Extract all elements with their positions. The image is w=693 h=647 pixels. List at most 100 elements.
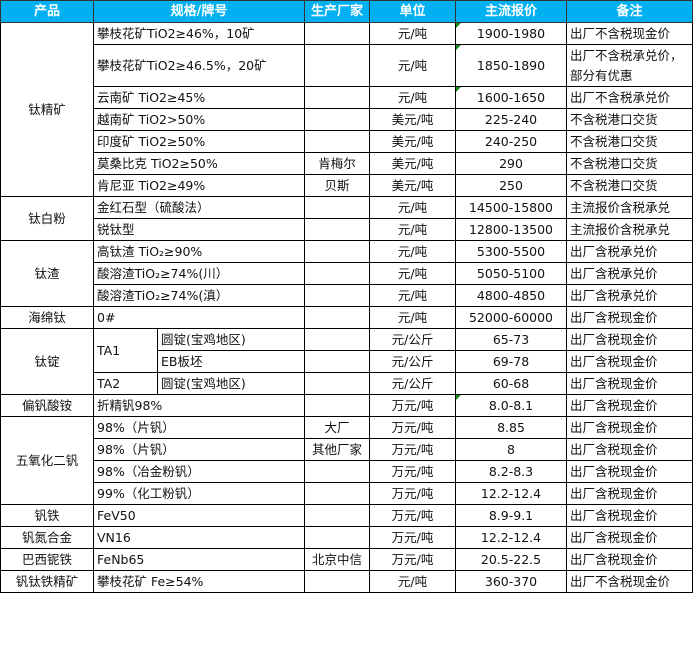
- note-cell: 出厂含税现金价: [566, 438, 693, 461]
- table-row: 钛渣 高钛渣 TiO₂≥90% 元/吨 5300-5500 出厂含税承兑价: [0, 240, 693, 307]
- note-cell: 出厂含税现金价: [566, 306, 693, 329]
- price-cell: 14500-15800: [455, 196, 567, 219]
- unit-cell: 美元/吨: [369, 108, 456, 131]
- note-cell: 不含税港口交货: [566, 108, 693, 131]
- note-cell: 出厂含税现金价: [566, 504, 693, 527]
- note-cell: 出厂含税现金价: [566, 482, 693, 505]
- table-row: 肯尼亚 TiO2≥49% 贝斯 美元/吨 250 不含税港口交货: [1, 174, 693, 197]
- unit-cell: 元/吨: [369, 262, 456, 285]
- table-row: 偏钒酸铵 折精钒98% 万元/吨 8.0-8.1 出厂含税现金价: [0, 394, 693, 417]
- note-cell: 主流报价含税承兑: [566, 196, 693, 219]
- maker-cell: [304, 526, 370, 549]
- table-row: 钒钛铁精矿 攀枝花矿 Fe≥54% 元/吨 360-370 出厂不含税现金价: [0, 570, 693, 593]
- price-cell: 5300-5500: [455, 240, 567, 263]
- price-cell: 12.2-12.4: [455, 482, 567, 505]
- header-price: 主流报价: [455, 0, 567, 23]
- maker-cell: 肯梅尔: [304, 152, 370, 175]
- unit-cell: 美元/吨: [369, 130, 456, 153]
- note-cell: 出厂含税现金价: [566, 460, 693, 483]
- spec-cell: 98%（片钒）: [93, 438, 305, 461]
- table-row: 98%（冶金粉钒） 万元/吨 8.2-8.3 出厂含税现金价: [1, 460, 693, 483]
- unit-cell: 美元/吨: [369, 174, 456, 197]
- maker-cell: 北京中信: [304, 548, 370, 571]
- price-cell: 1850-1890: [455, 44, 567, 87]
- price-cell: 5050-5100: [455, 262, 567, 285]
- table-row: 五氧化二钒 98%（片钒） 大厂 万元/吨 8.85 出厂含税现金价: [0, 416, 693, 505]
- product-cell: 钛锭: [0, 328, 94, 395]
- table-row: 99%（化工粉钒） 万元/吨 12.2-12.4 出厂含税现金价: [1, 482, 693, 505]
- table-row: 锐钛型 元/吨 12800-13500 主流报价含税承兑: [1, 218, 693, 241]
- note-cell: 主流报价含税承兑: [566, 218, 693, 241]
- note-cell: 出厂含税现金价: [566, 526, 693, 549]
- spec-cell: 锐钛型: [93, 218, 305, 241]
- price-cell: 290: [455, 152, 567, 175]
- maker-cell: [304, 240, 370, 263]
- spec-cell: 98%（冶金粉钒）: [93, 460, 305, 483]
- unit-cell: 万元/吨: [369, 394, 456, 417]
- price-cell: 20.5-22.5: [455, 548, 567, 571]
- unit-cell: 元/吨: [369, 218, 456, 241]
- unit-cell: 美元/吨: [369, 152, 456, 175]
- maker-cell: 其他厂家: [304, 438, 370, 461]
- product-cell: 钒钛铁精矿: [0, 570, 94, 593]
- table-body: 钛精矿 攀枝花矿TiO2≥46%，10矿 元/吨 1900-1980 出厂不含税现金价攀…: [0, 22, 693, 593]
- product-cell: 钛精矿: [0, 22, 94, 197]
- sub-spec-cell: 圆锭(宝鸡地区): [157, 328, 305, 351]
- unit-cell: 元/吨: [369, 306, 456, 329]
- price-cell: 52000-60000: [455, 306, 567, 329]
- header-maker: 生产厂家: [304, 0, 370, 23]
- unit-cell: 万元/吨: [369, 548, 456, 571]
- header-note: 备注: [566, 0, 693, 23]
- price-cell: 250: [455, 174, 567, 197]
- maker-cell: [304, 44, 370, 87]
- product-cell: 海绵钛: [0, 306, 94, 329]
- price-cell: 69-78: [455, 350, 567, 373]
- product-cell: 钒铁: [0, 504, 94, 527]
- price-cell: 8.2-8.3: [455, 460, 567, 483]
- price-cell: 8: [455, 438, 567, 461]
- unit-cell: 元/公斤: [369, 372, 456, 395]
- unit-cell: 元/吨: [369, 284, 456, 307]
- note-cell: 不含税港口交货: [566, 152, 693, 175]
- sub-spec-cell: EB板坯: [157, 350, 305, 373]
- table-row: 莫桑比克 TiO2≥50% 肯梅尔 美元/吨 290 不含税港口交货: [1, 152, 693, 175]
- unit-cell: 元/公斤: [369, 350, 456, 373]
- table-row: 钛锭 TA1 圆锭(宝鸡地区) 元/公斤 65-73 出厂含税现金价: [0, 328, 693, 395]
- spec-cell: 攀枝花矿TiO2≥46.5%，20矿: [93, 44, 305, 87]
- spec-cell: VN16: [93, 526, 305, 549]
- spec-cell: 0#: [93, 306, 305, 329]
- spec-cell: 98%（片钒）: [93, 416, 305, 439]
- maker-cell: [304, 460, 370, 483]
- table-row: 海绵钛 0# 元/吨 52000-60000 出厂含税现金价: [0, 306, 693, 329]
- unit-cell: 元/吨: [369, 240, 456, 263]
- table-row: 攀枝花矿TiO2≥46.5%，20矿 元/吨 1850-1890 出厂不含税承兑价，部…: [1, 44, 693, 87]
- spec-cell: 莫桑比克 TiO2≥50%: [93, 152, 305, 175]
- product-cell: 巴西铌铁: [0, 548, 94, 571]
- spec-cell: 印度矿 TiO2≥50%: [93, 130, 305, 153]
- note-cell: 出厂不含税承兑价: [566, 86, 693, 109]
- spec-cell: 攀枝花矿TiO2≥46%，10矿: [93, 22, 305, 45]
- table-row: 98%（片钒） 其他厂家 万元/吨 8 出厂含税现金价: [1, 438, 693, 461]
- note-cell: 出厂含税现金价: [566, 350, 693, 373]
- note-cell: 出厂含税承兑价: [566, 284, 693, 307]
- spec-cell: 折精钒98%: [93, 394, 305, 417]
- price-cell: 225-240: [455, 108, 567, 131]
- maker-cell: [304, 482, 370, 505]
- product-cell: 钛渣: [0, 240, 94, 307]
- sub-spec-cell: 圆锭(宝鸡地区): [157, 372, 305, 395]
- note-cell: 出厂含税现金价: [566, 328, 693, 351]
- product-cell: 钒氮合金: [0, 526, 94, 549]
- maker-cell: [304, 328, 370, 351]
- price-cell: 8.85: [455, 416, 567, 439]
- note-cell: 出厂不含税现金价: [566, 22, 693, 45]
- price-cell: 1900-1980: [455, 22, 567, 45]
- header-row: 产品 规格/牌号 生产厂家 单位 主流报价 备注: [0, 0, 693, 23]
- maker-cell: [304, 306, 370, 329]
- spec-cell: FeV50: [93, 504, 305, 527]
- table-row: 巴西铌铁 FeNb65 北京中信 万元/吨 20.5-22.5 出厂含税现金价: [0, 548, 693, 571]
- note-cell: 出厂含税承兑价: [566, 262, 693, 285]
- table-row: 越南矿 TiO2>50% 美元/吨 225-240 不含税港口交货: [1, 108, 693, 131]
- maker-cell: [304, 372, 370, 395]
- spec-cell: 酸溶渣TiO₂≥74%(滇）: [93, 284, 305, 307]
- table-row: 钛白粉 金红石型（硫酸法） 元/吨 14500-15800 主流报价含税承兑: [0, 196, 693, 241]
